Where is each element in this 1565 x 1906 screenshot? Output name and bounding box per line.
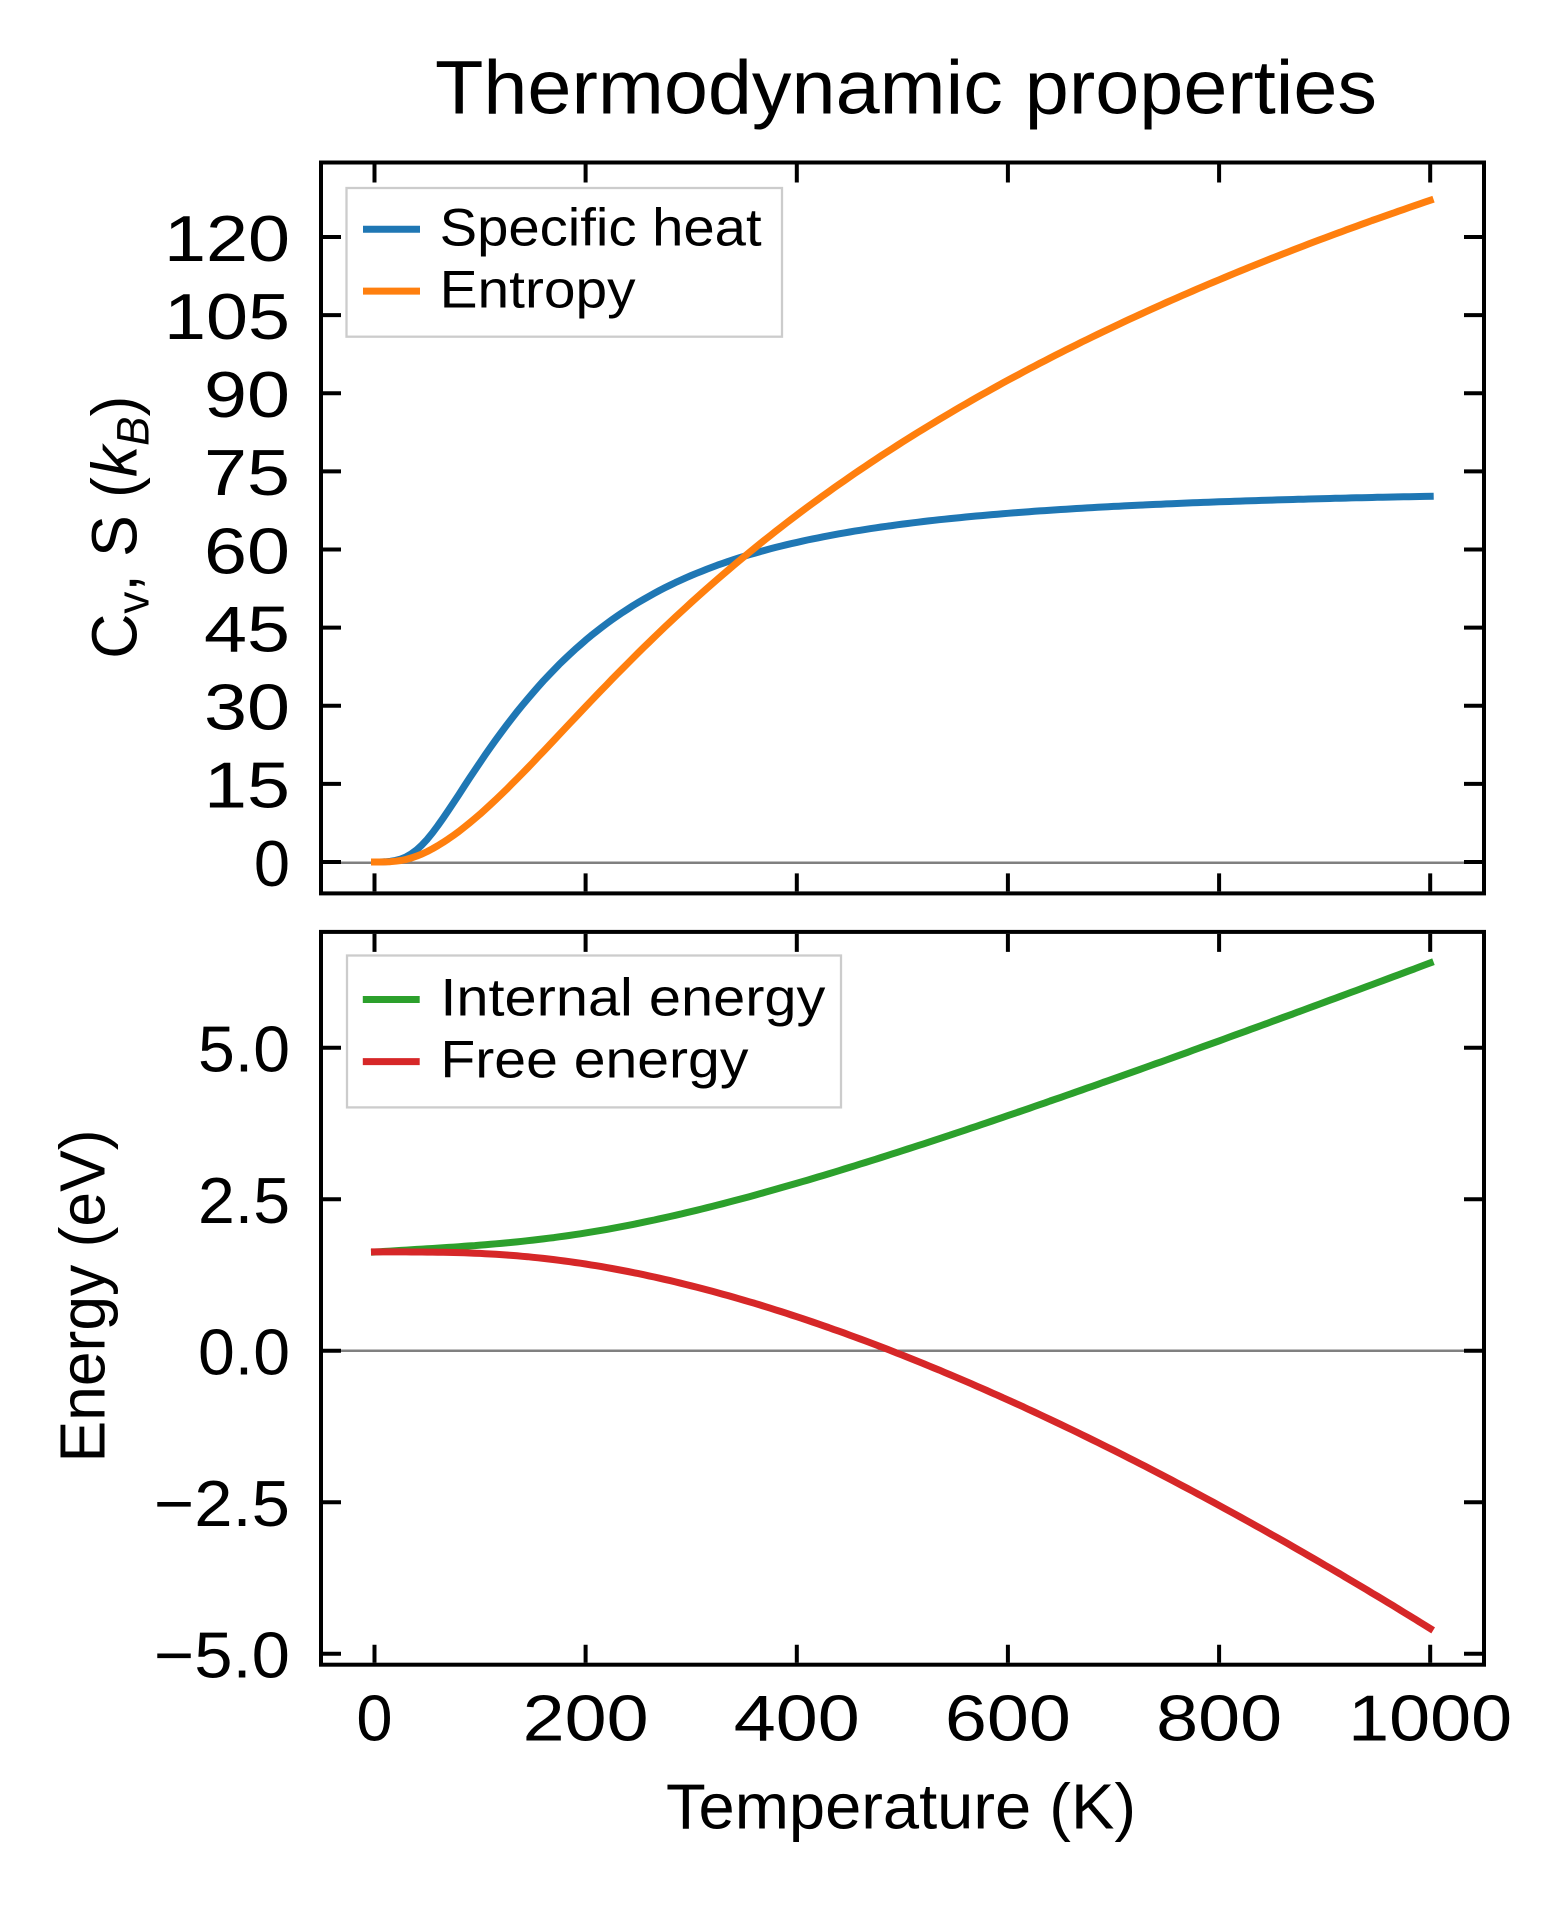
svg-text:90: 90 [204, 358, 290, 431]
svg-text:15: 15 [204, 749, 290, 822]
svg-text:2.5: 2.5 [198, 1164, 290, 1237]
svg-text:30: 30 [204, 671, 290, 744]
svg-text:Specific heat: Specific heat [440, 199, 762, 258]
svg-text:Cv, S (kB): Cv, S (kB) [79, 396, 159, 659]
svg-text:Temperature (K): Temperature (K) [666, 1771, 1136, 1843]
svg-text:0: 0 [356, 1682, 392, 1755]
svg-text:Free energy: Free energy [440, 1031, 749, 1090]
svg-text:75: 75 [204, 436, 290, 509]
svg-text:0.0: 0.0 [198, 1316, 290, 1389]
svg-text:105: 105 [164, 280, 290, 353]
svg-text:Thermodynamic properties: Thermodynamic properties [435, 46, 1377, 131]
svg-text:0: 0 [254, 827, 290, 900]
svg-text:200: 200 [523, 1682, 649, 1755]
svg-text:5.0: 5.0 [198, 1013, 290, 1086]
svg-text:−5.0: −5.0 [154, 1619, 290, 1692]
svg-text:60: 60 [204, 514, 290, 587]
svg-text:−2.5: −2.5 [154, 1467, 290, 1540]
svg-text:600: 600 [945, 1682, 1071, 1755]
svg-text:120: 120 [164, 202, 290, 275]
svg-text:Energy (eV): Energy (eV) [47, 1130, 119, 1463]
svg-text:Entropy: Entropy [440, 260, 637, 319]
svg-text:400: 400 [734, 1682, 860, 1755]
svg-text:Internal energy: Internal energy [440, 968, 826, 1027]
svg-text:800: 800 [1156, 1682, 1282, 1755]
svg-text:45: 45 [204, 592, 290, 665]
svg-text:1000: 1000 [1348, 1682, 1512, 1755]
